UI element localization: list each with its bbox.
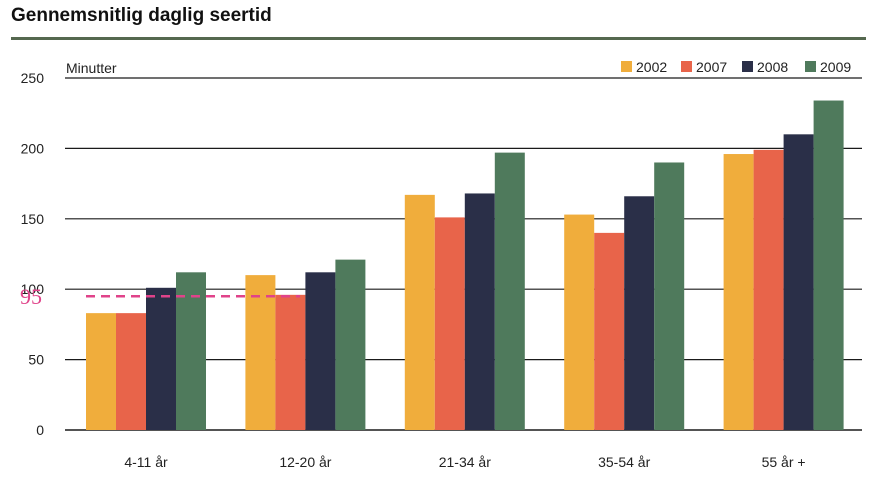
bar-2007-2 bbox=[434, 217, 465, 430]
y-tick-label: 200 bbox=[21, 140, 45, 156]
legend-swatch-2002 bbox=[621, 61, 632, 72]
y-axis-label: Minutter bbox=[66, 60, 117, 76]
bar-2007-3 bbox=[594, 232, 625, 430]
bar-2009-0 bbox=[176, 272, 206, 430]
title-rule bbox=[11, 37, 866, 40]
bar-2007-1 bbox=[275, 294, 306, 430]
bar-2007-4 bbox=[753, 149, 784, 431]
bar-2002-0 bbox=[86, 313, 116, 430]
y-tick-label: 100 bbox=[21, 281, 45, 297]
legend: 2002 2007 2008 2009 bbox=[621, 59, 851, 75]
bar-2002-1 bbox=[245, 275, 276, 430]
legend-swatch-2008 bbox=[742, 61, 753, 72]
x-tick-labels: 4-11 år 12-20 år 21-34 år 35-54 år 55 år + bbox=[124, 454, 805, 470]
x-tick-label: 35-54 år bbox=[598, 454, 650, 470]
legend-label: 2002 bbox=[636, 59, 667, 75]
bar-2009-1 bbox=[335, 259, 366, 430]
x-tick-label: 12-20 år bbox=[279, 454, 331, 470]
bar-2009-3 bbox=[654, 162, 685, 431]
y-tick-label: 50 bbox=[28, 352, 44, 368]
legend-label: 2007 bbox=[696, 59, 727, 75]
reference-label: 95 bbox=[20, 284, 42, 309]
bar-2008-0 bbox=[146, 287, 176, 430]
reference-annotation: 95 bbox=[20, 284, 300, 309]
bar-2009-4 bbox=[813, 100, 844, 430]
y-tick-label: 0 bbox=[36, 422, 44, 438]
legend-label: 2008 bbox=[757, 59, 788, 75]
bar-2008-1 bbox=[305, 272, 336, 430]
bar-2002-3 bbox=[564, 214, 595, 430]
y-tick-labels: 0 50 100 150 200 250 bbox=[21, 70, 45, 438]
x-tick-label: 4-11 år bbox=[124, 454, 168, 470]
y-tick-label: 250 bbox=[21, 70, 45, 86]
legend-swatch-2009 bbox=[805, 61, 816, 72]
legend-swatch-2007 bbox=[681, 61, 692, 72]
bar-2009-2 bbox=[494, 152, 525, 430]
chart-title: Gennemsnitlig daglig seertid bbox=[11, 5, 272, 26]
x-tick-label: 21-34 år bbox=[439, 454, 491, 470]
bar-2008-4 bbox=[783, 134, 814, 430]
x-tick-label: 55 år + bbox=[762, 454, 806, 470]
bars bbox=[86, 100, 844, 431]
legend-label: 2009 bbox=[820, 59, 851, 75]
y-tick-label: 150 bbox=[21, 211, 45, 227]
bar-2007-0 bbox=[116, 313, 146, 430]
bar-2002-2 bbox=[404, 194, 435, 430]
bar-2008-2 bbox=[464, 193, 495, 430]
bar-2008-3 bbox=[624, 196, 655, 430]
bar-2002-4 bbox=[723, 154, 754, 431]
